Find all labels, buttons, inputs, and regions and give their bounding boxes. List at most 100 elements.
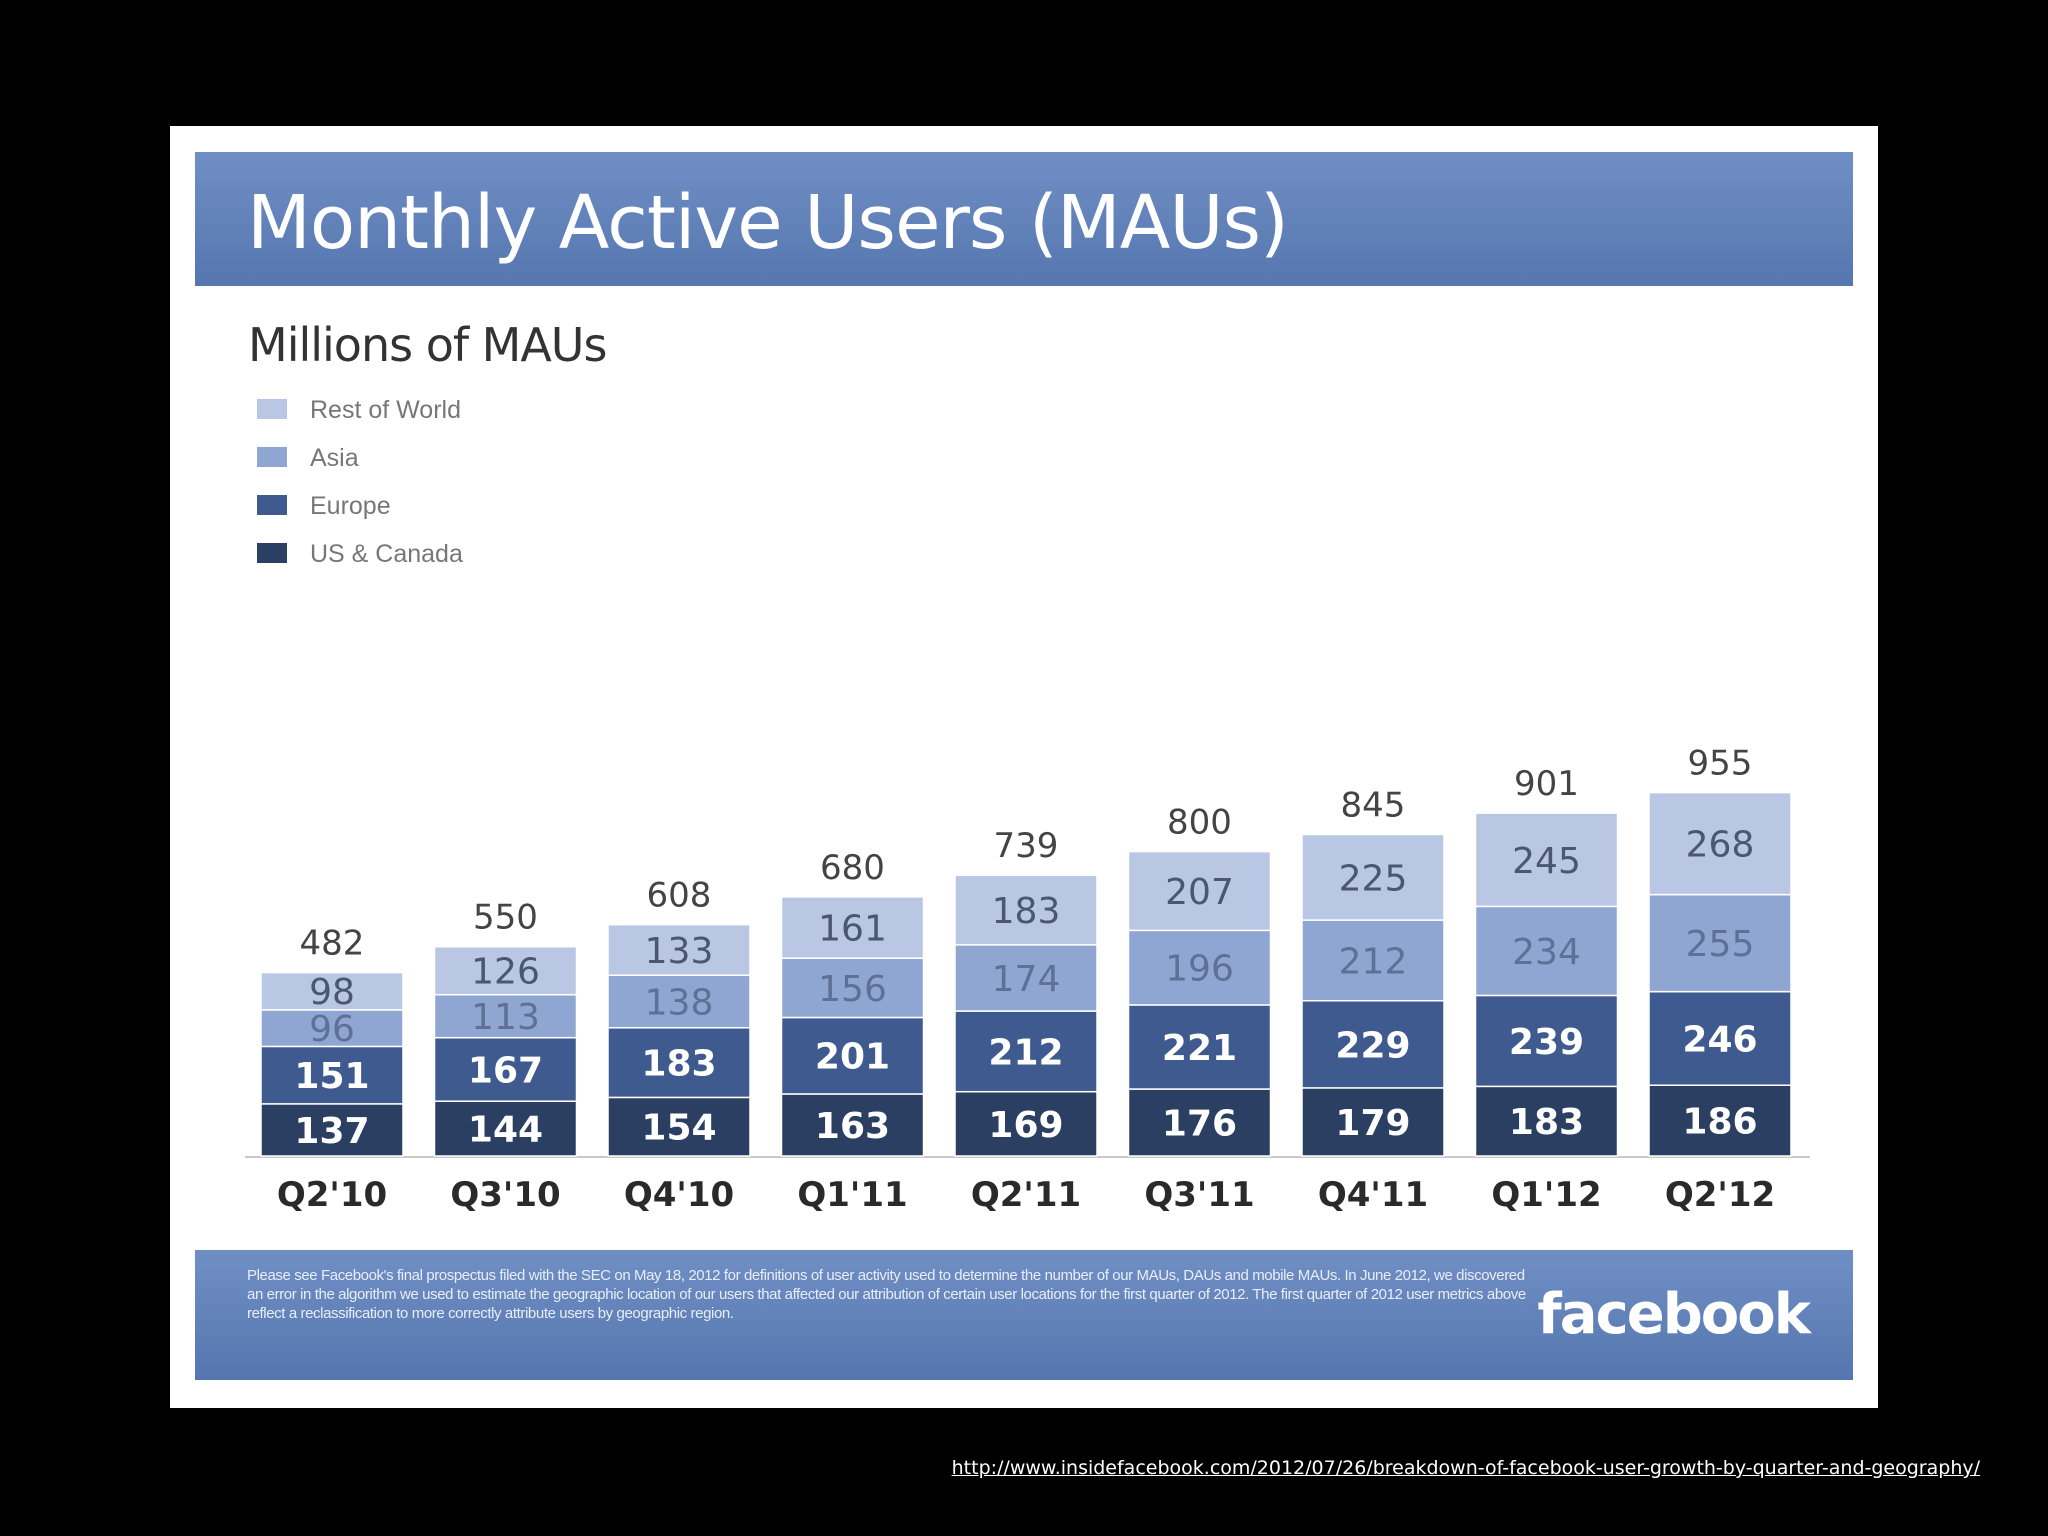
data-label: 196: [1165, 949, 1234, 990]
bar-segment-europe: [607, 1027, 751, 1099]
bar-segment-asia: [1474, 905, 1619, 997]
legend-label: Asia: [310, 444, 359, 472]
data-label: 126: [471, 952, 540, 993]
bar-segment-us-canada: [1648, 1084, 1792, 1157]
data-label: 207: [1165, 872, 1234, 913]
bar-segment-us-canada: [607, 1096, 751, 1157]
x-tick-label: Q1'11: [797, 1175, 907, 1215]
x-tick-label: Q1'12: [1491, 1175, 1601, 1215]
data-label: 176: [1162, 1104, 1237, 1145]
legend-swatch: [257, 447, 287, 467]
bar-segment-rest-of-world: [607, 923, 751, 977]
title-bar: Monthly Active Users (MAUs): [195, 152, 1853, 286]
data-label: 268: [1686, 825, 1755, 866]
data-label: 156: [818, 969, 887, 1010]
bar-segment-us-canada: [954, 1090, 1098, 1157]
footnote: Please see Facebook's final prospectus f…: [247, 1267, 1526, 1322]
total-label: 800: [1167, 803, 1232, 843]
bar-segment-rest-of-world: [1301, 833, 1445, 921]
data-label: 98: [309, 972, 355, 1013]
data-label: 144: [468, 1110, 543, 1151]
bar-segment-rest-of-world: [1648, 791, 1792, 896]
legend-swatch: [257, 495, 287, 515]
total-label: 845: [1341, 785, 1406, 825]
data-label: 174: [992, 959, 1061, 1000]
source-link[interactable]: http://www.insidefacebook.com/2012/07/26…: [951, 1457, 1980, 1479]
bar-segment-rest-of-world: [1474, 812, 1619, 908]
legend-label: US & Canada: [310, 540, 463, 568]
legend-swatch: [257, 543, 287, 563]
data-label: 138: [645, 983, 714, 1024]
data-label: 186: [1682, 1102, 1757, 1143]
bar-segment-europe: [1474, 994, 1619, 1088]
bar-segment-asia: [1127, 929, 1272, 1006]
bar-segment-asia: [260, 1009, 404, 1048]
bar-segment-us-canada: [1301, 1087, 1445, 1157]
data-label: 239: [1509, 1022, 1584, 1063]
total-label: 955: [1688, 744, 1753, 784]
data-label: 212: [988, 1032, 1063, 1073]
data-label: 113: [471, 997, 540, 1038]
bar-segment-rest-of-world: [1127, 850, 1272, 932]
x-tick-label: Q3'10: [450, 1175, 560, 1215]
slide-title: Monthly Active Users (MAUs): [247, 180, 1289, 266]
x-tick-label: Q3'11: [1144, 1175, 1254, 1215]
total-label: 680: [820, 848, 885, 888]
bar-segment-asia: [1301, 919, 1445, 1002]
slide: Monthly Active Users (MAUs) Millions of …: [170, 126, 1878, 1408]
data-label: 154: [641, 1108, 716, 1149]
bar-segment-rest-of-world: [433, 945, 578, 996]
bar-segment-europe: [1648, 990, 1792, 1086]
total-label: 608: [647, 876, 712, 916]
legend-label: Rest of World: [310, 396, 461, 424]
bar-segment-us-canada: [780, 1093, 925, 1157]
data-label: 234: [1512, 932, 1581, 973]
bar-segment-rest-of-world: [954, 874, 1098, 946]
x-tick-label: Q2'12: [1665, 1175, 1775, 1215]
total-label: 550: [473, 898, 538, 938]
data-label: 183: [641, 1044, 716, 1085]
data-label: 246: [1682, 1019, 1757, 1060]
data-label: 245: [1512, 841, 1581, 882]
data-label: 229: [1335, 1025, 1410, 1066]
data-label: 212: [1339, 941, 1408, 982]
legend-swatch: [257, 399, 287, 419]
facebook-logo: facebook: [1537, 1282, 1811, 1347]
data-label: 167: [468, 1050, 543, 1091]
bar-segment-europe: [433, 1036, 578, 1102]
data-label: 201: [815, 1037, 890, 1078]
bar-segment-europe: [1301, 1000, 1445, 1089]
bar-segment-asia: [433, 993, 578, 1039]
data-label: 137: [294, 1111, 369, 1152]
data-label: 163: [815, 1106, 890, 1147]
bar-segment-us-canada: [433, 1100, 578, 1157]
data-label: 96: [309, 1009, 355, 1050]
data-label: 225: [1339, 858, 1408, 899]
bar-segment-europe: [260, 1045, 404, 1105]
total-label: 901: [1514, 764, 1579, 804]
data-label: 221: [1162, 1028, 1237, 1069]
legend-label: Europe: [310, 492, 391, 520]
data-label: 255: [1686, 924, 1755, 965]
chart-title: Millions of MAUs: [248, 318, 607, 372]
x-tick-label: Q2'10: [277, 1175, 387, 1215]
bar-segment-rest-of-world: [780, 896, 925, 959]
data-label: 151: [294, 1056, 369, 1097]
bar-segment-rest-of-world: [260, 971, 404, 1011]
data-label: 183: [992, 891, 1061, 932]
total-label: 482: [300, 924, 365, 964]
x-tick-label: Q4'10: [624, 1175, 734, 1215]
x-tick-label: Q4'11: [1318, 1175, 1428, 1215]
bar-segment-us-canada: [1474, 1085, 1619, 1157]
total-label: 739: [994, 826, 1059, 866]
bar-segment-europe: [1127, 1004, 1272, 1090]
x-tick-label: Q2'11: [971, 1175, 1081, 1215]
data-label: 169: [988, 1105, 1063, 1146]
data-label: 179: [1335, 1103, 1410, 1144]
bar-segment-asia: [1648, 893, 1792, 993]
data-label: 161: [818, 909, 887, 950]
data-label: 183: [1509, 1102, 1584, 1143]
bar-segment-asia: [607, 974, 751, 1029]
footer-bar: Please see Facebook's final prospectus f…: [195, 1250, 1853, 1380]
